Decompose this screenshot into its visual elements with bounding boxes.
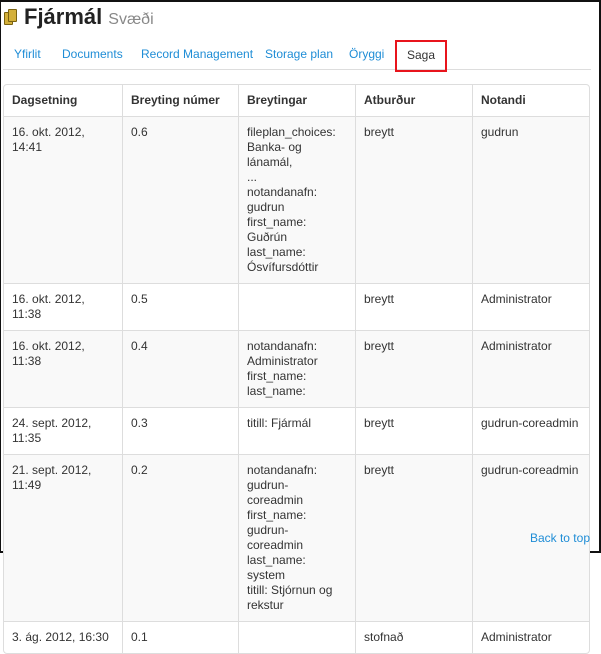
history-table: Dagsetning Breyting númer Breytingar Atb… <box>3 84 590 654</box>
date-cell: 21. sept. 2012, 11:49 <box>4 454 122 621</box>
tab-yfirlit[interactable]: Yfirlit <box>14 47 41 61</box>
changes-cell: titill: Fjármál <box>238 407 355 454</box>
version-cell: 0.3 <box>122 407 238 454</box>
event-cell: breytt <box>355 283 472 330</box>
changes-cell: notandanafn: gudrun- coreadmin first_nam… <box>238 454 355 621</box>
page-subtitle: Svæði <box>108 11 154 28</box>
version-cell: 0.6 <box>122 116 238 283</box>
column-header-version: Breyting númer <box>122 85 238 116</box>
column-header-date: Dagsetning <box>12 93 78 107</box>
version-cell: 0.1 <box>122 621 238 653</box>
tab-bar: Yfirlit Documents Record Management Stor… <box>3 37 591 72</box>
date-cell: 16. okt. 2012, 11:38 <box>4 330 122 407</box>
changes-cell <box>238 283 355 330</box>
event-cell: breytt <box>355 330 472 407</box>
user-cell: Administrator <box>472 621 589 653</box>
changes-cell: fileplan_choices: Banka- og lánamál, ...… <box>238 116 355 283</box>
event-cell: breytt <box>355 116 472 283</box>
user-cell: gudrun-coreadmin <box>472 407 589 454</box>
version-cell: 0.4 <box>122 330 238 407</box>
event-cell: stofnað <box>355 621 472 653</box>
date-cell: 16. okt. 2012, 11:38 <box>4 283 122 330</box>
folder-icon <box>4 9 18 25</box>
date-cell: 24. sept. 2012, 11:35 <box>4 407 122 454</box>
table-row: 16. okt. 2012, 14:41 0.6 fileplan_choices:… <box>4 116 589 283</box>
date-cell: 3. ág. 2012, 16:30 <box>4 621 122 653</box>
event-cell: breytt <box>355 454 472 621</box>
table-row: 3. ág. 2012, 16:30 0.1 stofnað Administrato… <box>4 621 589 653</box>
version-cell: 0.2 <box>122 454 238 621</box>
tab-record-management[interactable]: Record Management <box>141 47 254 61</box>
tab-saga[interactable]: Saga <box>395 40 448 72</box>
table-row: 16. okt. 2012, 11:38 0.4 notandanafn: Admi… <box>4 330 589 407</box>
date-cell: 16. okt. 2012, 14:41 <box>4 116 122 283</box>
column-header-event: Atburður <box>355 85 472 116</box>
page-title: Fjármál <box>24 4 103 29</box>
table-row: 24. sept. 2012, 11:35 0.3 titill: Fjármál b… <box>4 407 589 454</box>
user-cell: Administrator <box>472 330 589 407</box>
user-cell: Administrator <box>472 283 589 330</box>
tab-documents[interactable]: Documents <box>62 47 123 61</box>
event-cell: breytt <box>355 407 472 454</box>
table-row: 21. sept. 2012, 11:49 0.2 notandanafn: gud… <box>4 454 589 621</box>
version-cell: 0.5 <box>122 283 238 330</box>
column-header-changes: Breytingar <box>238 85 355 116</box>
tab-storage-plan[interactable]: Storage plan <box>265 47 334 61</box>
changes-cell: notandanafn: Administrator first_name: l… <box>238 330 355 407</box>
user-cell: gudrun <box>472 116 589 283</box>
column-header-user: Notandi <box>472 85 589 116</box>
page-header: Fjármál Svæði <box>4 4 154 30</box>
back-to-top-link[interactable]: Back to top <box>529 531 590 545</box>
tab-oryggi[interactable]: Öryggi <box>349 47 385 61</box>
table-row: 16. okt. 2012, 11:38 0.5 breytt Administrat… <box>4 283 589 330</box>
changes-cell <box>238 621 355 653</box>
